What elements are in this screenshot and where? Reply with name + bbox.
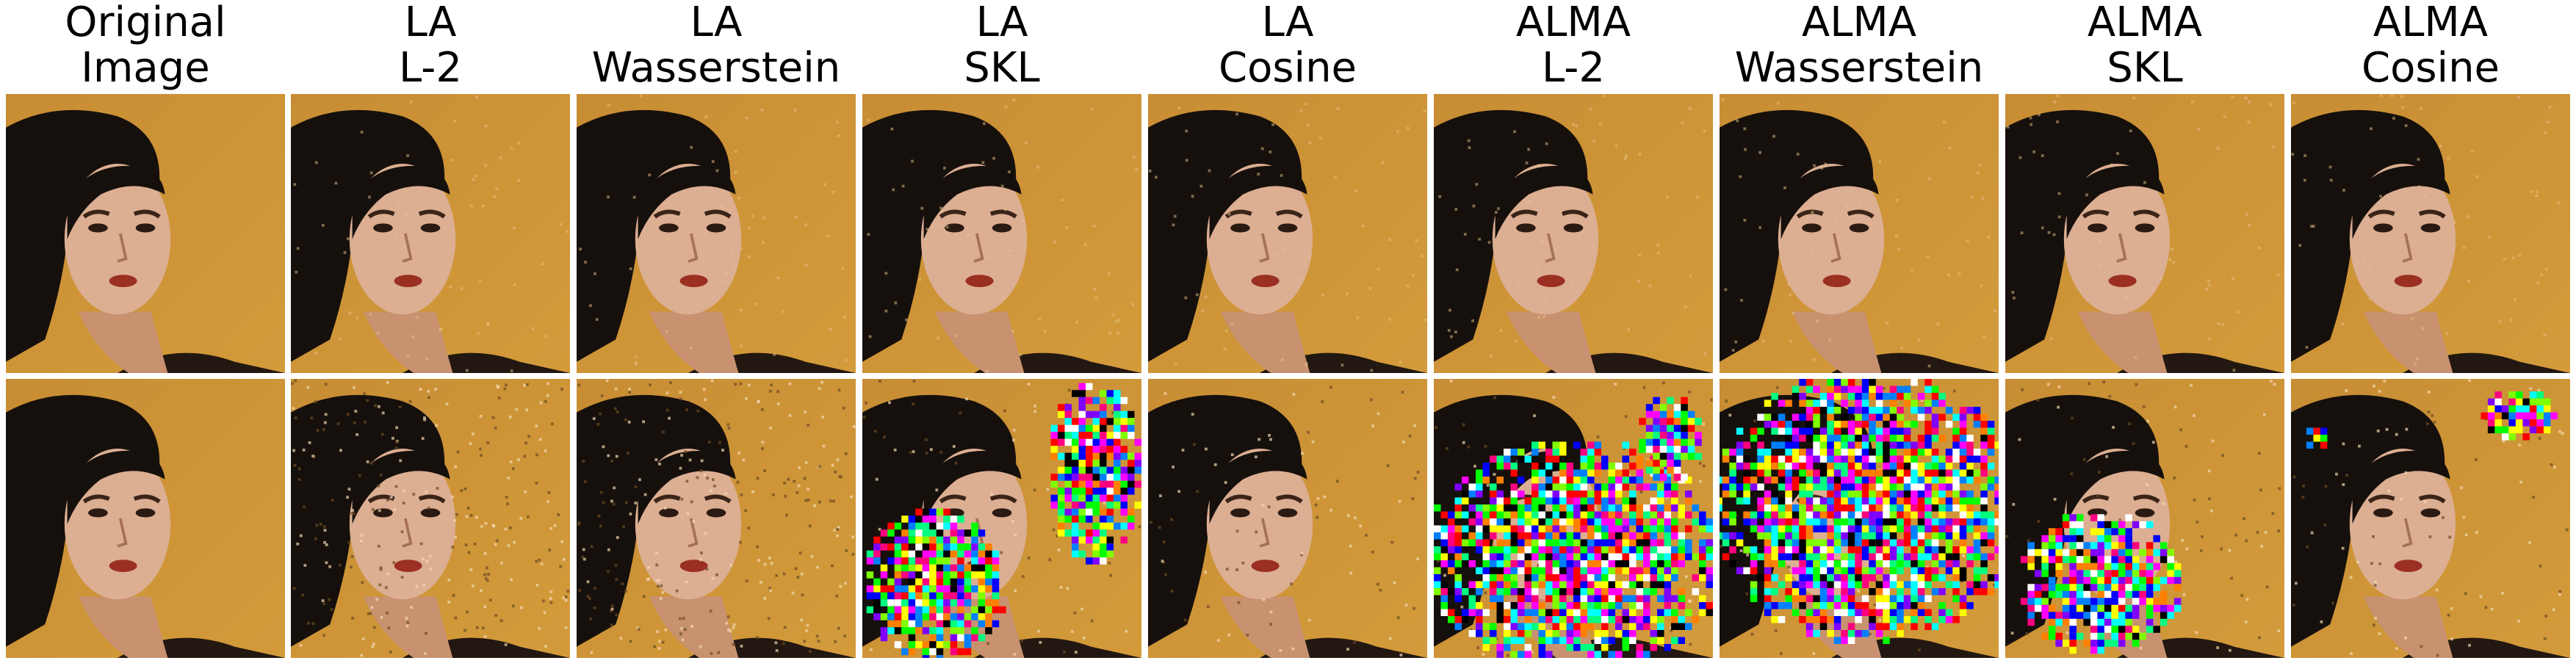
column-title-line2: L-2	[398, 44, 463, 92]
column-title: Original Image	[6, 0, 285, 91]
column-title-line2: SKL	[2107, 44, 2183, 92]
image-cell-1-4	[1148, 379, 1427, 658]
column-title-line2: Wasserstein	[591, 44, 841, 92]
column-title-line1: LA	[1261, 0, 1314, 46]
image-cell-0-1	[291, 94, 570, 373]
image-cell-1-2	[577, 379, 856, 658]
column-title: LA SKL	[862, 0, 1141, 91]
column-title: ALMA Cosine	[2291, 0, 2570, 91]
column-title-line1: ALMA	[2373, 0, 2489, 46]
column-title-line1: LA	[690, 0, 743, 46]
column-title-line2: Image	[81, 44, 210, 92]
column-title-line1: ALMA	[1515, 0, 1631, 46]
column-title: LA Wasserstein	[577, 0, 856, 91]
image-cell-0-7	[2005, 94, 2284, 373]
image-cell-0-0	[6, 94, 285, 373]
column-title-line2: L-2	[1541, 44, 1606, 92]
image-cell-1-0	[6, 379, 285, 658]
image-cell-1-1	[291, 379, 570, 658]
column-title: LA L-2	[291, 0, 570, 91]
column-title: LA Cosine	[1148, 0, 1427, 91]
image-cell-0-6	[1720, 94, 1999, 373]
column-title-line2: SKL	[964, 44, 1040, 92]
column-title-line1: LA	[975, 0, 1028, 46]
image-cell-0-4	[1148, 94, 1427, 373]
column-title: ALMA L-2	[1434, 0, 1713, 91]
image-cell-0-3	[862, 94, 1141, 373]
image-cell-0-8	[2291, 94, 2570, 373]
image-cell-0-2	[577, 94, 856, 373]
image-cell-1-6	[1720, 379, 1999, 658]
column-title-line1: LA	[404, 0, 457, 46]
image-cell-0-5	[1434, 94, 1713, 373]
column-title-line2: Wasserstein	[1734, 44, 1984, 92]
column-title-line1: Original	[65, 0, 226, 46]
image-cell-1-5	[1434, 379, 1713, 658]
column-title: ALMA SKL	[2005, 0, 2284, 91]
column-title: ALMA Wasserstein	[1720, 0, 1999, 91]
image-cell-1-8	[2291, 379, 2570, 658]
column-title-line1: ALMA	[1801, 0, 1917, 46]
column-title-line1: ALMA	[2087, 0, 2203, 46]
image-cell-1-3	[862, 379, 1141, 658]
column-title-line2: Cosine	[1218, 44, 1357, 92]
column-title-line2: Cosine	[2361, 44, 2500, 92]
image-cell-1-7	[2005, 379, 2284, 658]
